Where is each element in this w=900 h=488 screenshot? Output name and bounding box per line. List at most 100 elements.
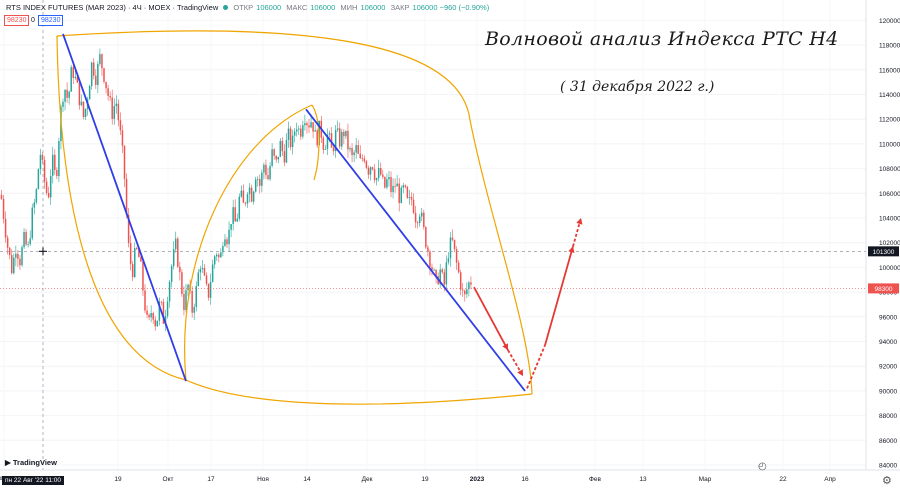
candle-body xyxy=(19,258,21,266)
candle-body xyxy=(310,122,312,128)
candle-body xyxy=(179,266,181,273)
candle-body xyxy=(199,269,202,273)
candle-body xyxy=(88,86,91,100)
candle-body xyxy=(117,103,120,121)
candle-body xyxy=(109,96,111,98)
candle-body xyxy=(95,75,97,85)
candle-body xyxy=(308,125,310,128)
price-tick-label: 108000 xyxy=(879,166,900,173)
candle-body xyxy=(140,257,142,262)
candle-body xyxy=(396,183,398,187)
candle-body xyxy=(175,238,177,250)
time-tick-label: Окт xyxy=(163,476,174,483)
candle-body xyxy=(82,101,85,117)
candle-body xyxy=(447,258,450,263)
tv-logo-icon: ▶ xyxy=(5,458,11,467)
candle-body xyxy=(457,262,460,273)
candle-body xyxy=(398,183,400,204)
candle-body xyxy=(295,129,298,132)
candle-body xyxy=(156,320,159,327)
price-tick-label: 118000 xyxy=(879,43,900,50)
symbol-name[interactable]: RTS INDEX FUTURES (MAR 2023) · 4Ч · MOEX… xyxy=(6,3,219,12)
candle-body xyxy=(111,97,113,119)
buy-price-box[interactable]: 98230 xyxy=(38,15,64,26)
sell-price-box[interactable]: 98230 xyxy=(4,15,30,26)
candle-body xyxy=(416,222,419,224)
candle-body xyxy=(244,202,247,204)
candle-body xyxy=(97,63,99,85)
candle-body xyxy=(33,202,36,208)
forecast-segment xyxy=(526,344,546,389)
candle-body xyxy=(25,231,27,245)
candle-body xyxy=(64,89,66,102)
candle-body xyxy=(250,187,253,202)
candle-body xyxy=(216,254,218,257)
candle-body xyxy=(263,164,265,173)
time-tick-label: Дек xyxy=(362,476,373,483)
candle-body xyxy=(404,185,407,187)
candle-body xyxy=(466,289,468,295)
candle-body xyxy=(449,237,452,259)
candle-body xyxy=(285,139,288,163)
candle-body xyxy=(312,122,314,132)
price-axis: 8400086000880009000092000940009600098000… xyxy=(865,0,900,488)
candle-body xyxy=(242,190,245,203)
candle-body xyxy=(470,282,472,285)
candle-body xyxy=(386,179,388,188)
candle-body xyxy=(277,156,279,160)
candle-body xyxy=(218,254,220,258)
candle-body xyxy=(281,140,284,152)
candle-body xyxy=(170,266,173,282)
settings-gear-icon[interactable]: ⚙ xyxy=(882,475,892,487)
candle-body xyxy=(142,261,144,291)
candle-body xyxy=(363,158,366,162)
candle-body xyxy=(236,218,238,222)
price-tick-label: 90000 xyxy=(879,388,897,395)
candle-body xyxy=(347,130,349,150)
candle-body xyxy=(373,169,376,181)
candle-body xyxy=(306,123,308,126)
candle-body xyxy=(390,177,392,193)
candle-body xyxy=(423,212,425,228)
candle-body xyxy=(291,135,294,148)
candle-body xyxy=(418,216,421,224)
clock-icon[interactable]: ◴ xyxy=(758,461,767,472)
trend-line xyxy=(62,33,187,382)
open-value: 106000 xyxy=(256,3,282,12)
candle-body xyxy=(334,130,337,152)
candle-body xyxy=(269,165,271,180)
candle-body xyxy=(105,81,107,89)
candle-body xyxy=(66,89,68,98)
time-tick-label: 19 xyxy=(421,476,429,483)
crosshair-price-label: 101300 xyxy=(873,249,895,256)
candle-body xyxy=(302,125,304,137)
candle-body xyxy=(300,128,302,137)
candle-body xyxy=(377,167,380,179)
candle-body xyxy=(406,186,409,198)
price-tick-label: 86000 xyxy=(879,438,897,445)
candle-body xyxy=(197,272,200,286)
candle-body xyxy=(103,68,105,82)
wave-arc-outer xyxy=(56,30,533,395)
candle-body xyxy=(375,178,378,181)
crosshair-cursor-icon xyxy=(39,247,47,256)
crosshair-time-label: пн 22 Авг '22 11:00 xyxy=(2,476,64,485)
candle-body xyxy=(445,262,448,285)
price-tick-label: 92000 xyxy=(879,364,897,371)
candle-body xyxy=(31,207,33,239)
candle-body xyxy=(453,239,456,250)
candle-body xyxy=(369,167,372,175)
candle-body xyxy=(326,134,329,150)
candle-body xyxy=(341,131,343,147)
candle-body xyxy=(271,149,273,166)
price-axis-bg xyxy=(866,0,900,488)
price-tick-label: 100000 xyxy=(879,265,900,272)
candle-body xyxy=(392,186,394,193)
candle-body xyxy=(349,148,351,150)
drawing-layer xyxy=(0,0,866,470)
candle-body xyxy=(39,154,42,170)
candle-body xyxy=(283,151,286,163)
price-tick-label: 112000 xyxy=(879,117,900,124)
candle-body xyxy=(248,187,251,195)
